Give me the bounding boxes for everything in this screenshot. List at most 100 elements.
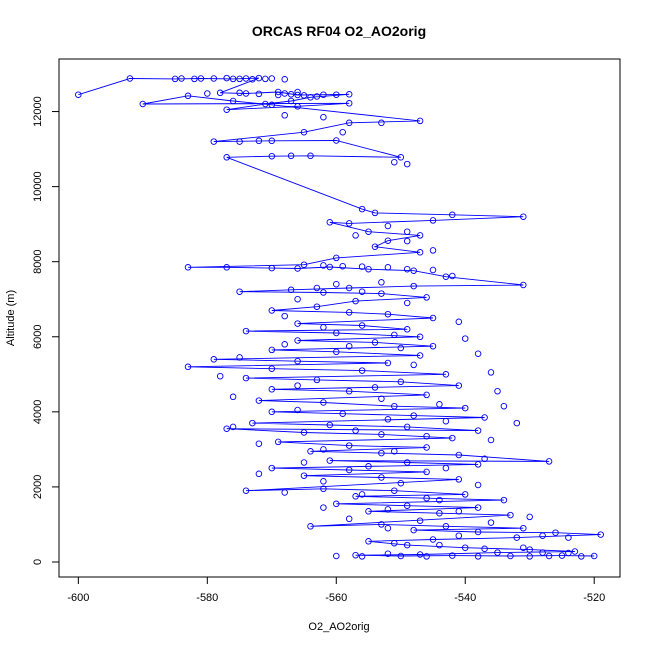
data-point — [345, 442, 353, 449]
data-point — [410, 412, 417, 419]
data-point — [210, 356, 218, 363]
data-point — [274, 438, 282, 446]
data-point — [416, 551, 424, 558]
data-point — [294, 320, 301, 327]
data-point — [352, 297, 359, 305]
data-point — [216, 372, 224, 380]
data-point — [500, 402, 508, 410]
data-point — [403, 228, 411, 235]
data-point — [403, 459, 411, 466]
data-point — [397, 552, 405, 560]
data-point — [352, 551, 359, 559]
data-point — [371, 209, 379, 217]
data-point — [494, 549, 501, 556]
data-point — [300, 459, 308, 466]
y-tick-label: 4000 — [32, 400, 44, 424]
data-point — [333, 137, 340, 144]
data-point — [526, 546, 533, 553]
data-point — [442, 417, 450, 425]
y-tick-label: 8000 — [32, 249, 44, 273]
data-point — [545, 458, 553, 465]
data-point — [487, 436, 495, 444]
data-point — [287, 91, 295, 98]
x-tick-label: -580 — [196, 592, 218, 604]
data-point — [320, 324, 327, 331]
data-point — [345, 342, 353, 350]
data-point — [461, 335, 469, 342]
data-point — [597, 531, 604, 538]
data-point — [320, 485, 327, 493]
data-point — [500, 496, 508, 504]
data-point — [384, 550, 392, 557]
data-point — [378, 290, 385, 297]
data-point — [287, 286, 295, 294]
data-point — [474, 553, 482, 560]
data-point — [345, 100, 353, 107]
data-point — [184, 264, 192, 271]
data-point — [442, 464, 450, 472]
data-point — [236, 89, 243, 97]
data-point — [384, 506, 392, 513]
data-point — [229, 393, 237, 401]
data-point — [436, 509, 443, 517]
data-point — [365, 228, 372, 235]
data-point — [294, 91, 301, 99]
data-point — [378, 431, 385, 438]
data-point — [416, 352, 424, 359]
data-point — [378, 119, 385, 127]
data-point — [384, 359, 392, 367]
data-point — [255, 90, 263, 98]
data-point — [358, 322, 366, 329]
y-axis-label: Altitude (m) — [5, 290, 17, 346]
data-point — [384, 524, 392, 532]
data-point — [378, 521, 385, 528]
data-point — [429, 536, 437, 543]
data-point — [481, 455, 488, 463]
data-point — [429, 266, 437, 274]
data-point — [294, 382, 301, 389]
data-point — [236, 354, 243, 361]
data-point — [268, 386, 276, 393]
data-point — [268, 101, 276, 109]
data-point — [223, 264, 230, 271]
data-point — [345, 284, 353, 292]
data-point — [345, 91, 353, 98]
data-point — [449, 211, 456, 219]
data-point — [236, 138, 243, 145]
data-point — [268, 408, 276, 416]
data-point — [487, 519, 495, 526]
data-point — [365, 265, 372, 273]
x-tick-label: -520 — [583, 592, 605, 604]
data-point — [313, 93, 321, 100]
data-point — [255, 137, 263, 145]
data-point — [449, 552, 456, 559]
data-point — [371, 339, 379, 346]
data-point — [210, 75, 218, 82]
data-point — [378, 279, 385, 286]
data-point — [423, 444, 430, 451]
data-point — [455, 382, 463, 389]
data-point — [326, 457, 334, 464]
data-point — [403, 541, 411, 549]
data-point — [294, 265, 301, 272]
data-point — [423, 294, 430, 301]
data-point — [352, 427, 359, 434]
data-point — [300, 92, 308, 99]
data-point — [416, 232, 424, 239]
data-point — [391, 331, 398, 339]
data-point — [210, 138, 218, 145]
chart-title: ORCAS RF04 O2_AO2orig — [252, 23, 426, 39]
data-point — [242, 327, 250, 335]
data-point — [365, 508, 372, 515]
data-point — [520, 213, 527, 220]
data-point — [242, 487, 250, 494]
data-point — [249, 76, 256, 83]
data-point — [474, 427, 482, 434]
data-point — [268, 365, 276, 372]
data-point — [236, 75, 243, 83]
data-point — [474, 461, 482, 468]
data-point — [287, 152, 295, 160]
data-point — [455, 451, 463, 459]
data-point — [345, 466, 353, 474]
data-point — [255, 440, 263, 447]
